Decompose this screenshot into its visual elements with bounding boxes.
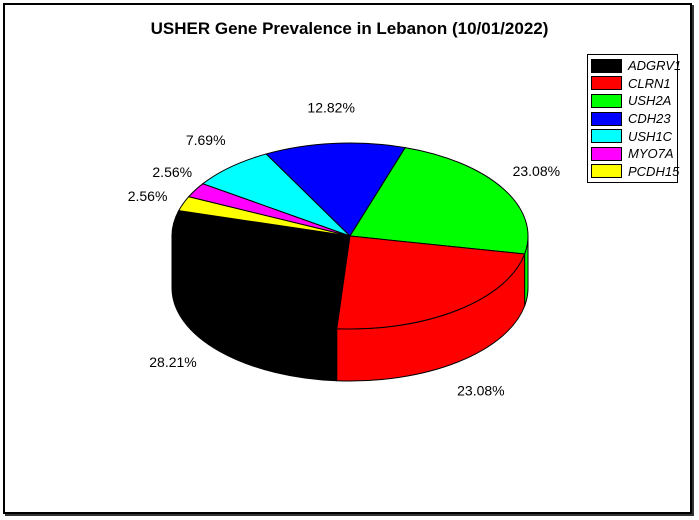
pie-slice-adgrv1 <box>171 210 351 330</box>
pie-data-labels: 28.21% 2.56% 2.56% 7.69% 12.82% 23.08% 23.08% <box>128 99 560 398</box>
legend-swatch-clrn1 <box>591 76 622 91</box>
data-label-cdh23: 12.82% <box>307 99 354 115</box>
legend-item-cdh23: CDH23 <box>591 110 674 128</box>
legend-item-ush2a: USH2A <box>591 92 674 110</box>
data-label-adgrv1: 28.21% <box>149 354 196 370</box>
chart-legend: ADGRV1 CLRN1 USH2A CDH23 USH1C MYO7A PCDH15 <box>587 54 681 184</box>
data-label-clrn1: 23.08% <box>457 383 504 399</box>
pie-slice-clrn1 <box>336 235 526 330</box>
data-label-ush1c: 7.69% <box>186 132 226 148</box>
data-label-myo7a: 2.56% <box>152 164 192 180</box>
legend-label-ush2a: USH2A <box>628 93 672 109</box>
legend-label-ush1c: USH1C <box>628 128 673 144</box>
legend-swatch-pcdh15 <box>591 164 622 179</box>
legend-label-myo7a: MYO7A <box>628 146 674 162</box>
chart-title: USHER Gene Prevalence in Lebanon (10/01/… <box>150 19 549 38</box>
legend-item-clrn1: CLRN1 <box>591 75 674 93</box>
data-label-pcdh15: 2.56% <box>128 188 168 204</box>
legend-item-myo7a: MYO7A <box>591 145 674 163</box>
legend-swatch-cdh23 <box>591 111 622 126</box>
legend-label-adgrv1: ADGRV1 <box>628 58 682 74</box>
legend-item-adgrv1: ADGRV1 <box>591 57 681 75</box>
pie-slice-cdh23 <box>265 142 407 237</box>
pie-slice-ush2a <box>349 147 529 255</box>
legend-swatch-adgrv1 <box>591 58 622 73</box>
legend-item-ush1c: USH1C <box>591 127 674 145</box>
legend-item-pcdh15: PCDH15 <box>591 163 679 181</box>
pie-top <box>171 142 529 330</box>
legend-swatch-myo7a <box>591 146 622 161</box>
legend-label-pcdh15: PCDH15 <box>628 163 680 179</box>
legend-swatch-ush2a <box>591 93 622 108</box>
legend-swatch-ush1c <box>591 129 622 144</box>
data-label-ush2a: 23.08% <box>513 163 560 179</box>
legend-label-cdh23: CDH23 <box>628 111 671 127</box>
legend-label-clrn1: CLRN1 <box>628 75 671 91</box>
